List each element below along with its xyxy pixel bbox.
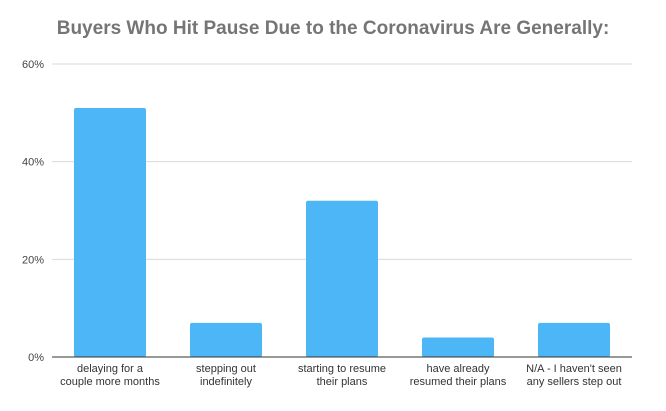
x-tick-label: delaying for a couple more months: [60, 363, 160, 388]
x-tick-label: N/A - I haven't seen any sellers step out: [526, 363, 622, 388]
chart-title: Buyers Who Hit Pause Due to the Coronavi…: [56, 18, 610, 39]
bar: [422, 337, 494, 357]
x-tick-label: have already resumed their plans: [410, 363, 507, 388]
y-tick-label: 60%: [22, 59, 44, 71]
x-tick-label: starting to resume their plans: [298, 363, 386, 388]
x-tick-label: stepping out indefinitely: [196, 363, 256, 388]
bar: [306, 200, 378, 357]
bar: [74, 107, 146, 357]
bar: [190, 322, 262, 357]
y-tick-label: 0%: [28, 352, 44, 364]
y-tick-label: 40%: [22, 157, 44, 169]
bar: [538, 322, 610, 357]
y-tick-label: 20%: [22, 254, 44, 266]
